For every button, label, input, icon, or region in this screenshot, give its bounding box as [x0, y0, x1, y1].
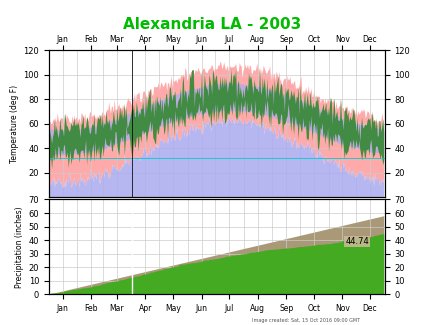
Y-axis label: Temperature (deg F): Temperature (deg F)	[10, 84, 19, 163]
Text: 44.74: 44.74	[345, 237, 369, 246]
Y-axis label: Precipitation (inches): Precipitation (inches)	[15, 206, 24, 288]
Text: Alexandria LA - 2003: Alexandria LA - 2003	[123, 17, 302, 32]
Text: Image created: Sat, 15 Oct 2016 09:00 GMT: Image created: Sat, 15 Oct 2016 09:00 GM…	[252, 318, 360, 323]
